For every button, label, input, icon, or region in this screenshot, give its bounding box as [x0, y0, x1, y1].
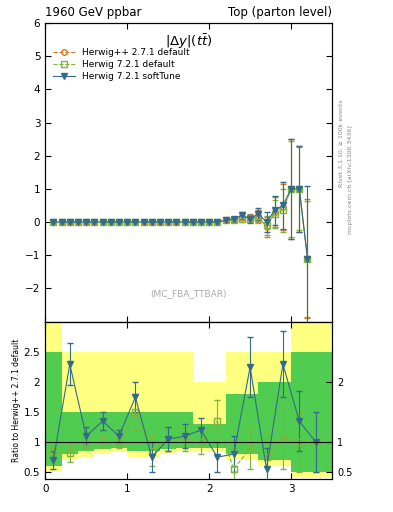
Text: Top (parton level): Top (parton level): [228, 6, 332, 19]
Text: mcplots.cern.ch [arXiv:1306.3436]: mcplots.cern.ch [arXiv:1306.3436]: [348, 125, 353, 233]
Text: Rivet 3.1.10, ≥ 100k events: Rivet 3.1.10, ≥ 100k events: [339, 99, 344, 187]
Text: 1960 GeV ppbar: 1960 GeV ppbar: [45, 6, 142, 19]
Text: (MC_FBA_TTBAR): (MC_FBA_TTBAR): [151, 289, 227, 297]
Y-axis label: Ratio to Herwig++ 2.7.1 default: Ratio to Herwig++ 2.7.1 default: [12, 338, 21, 462]
Text: $|\Delta y|(t\bar{t})$: $|\Delta y|(t\bar{t})$: [165, 32, 212, 51]
Legend: Herwig++ 2.7.1 default, Herwig 7.2.1 default, Herwig 7.2.1 softTune: Herwig++ 2.7.1 default, Herwig 7.2.1 def…: [53, 49, 190, 81]
